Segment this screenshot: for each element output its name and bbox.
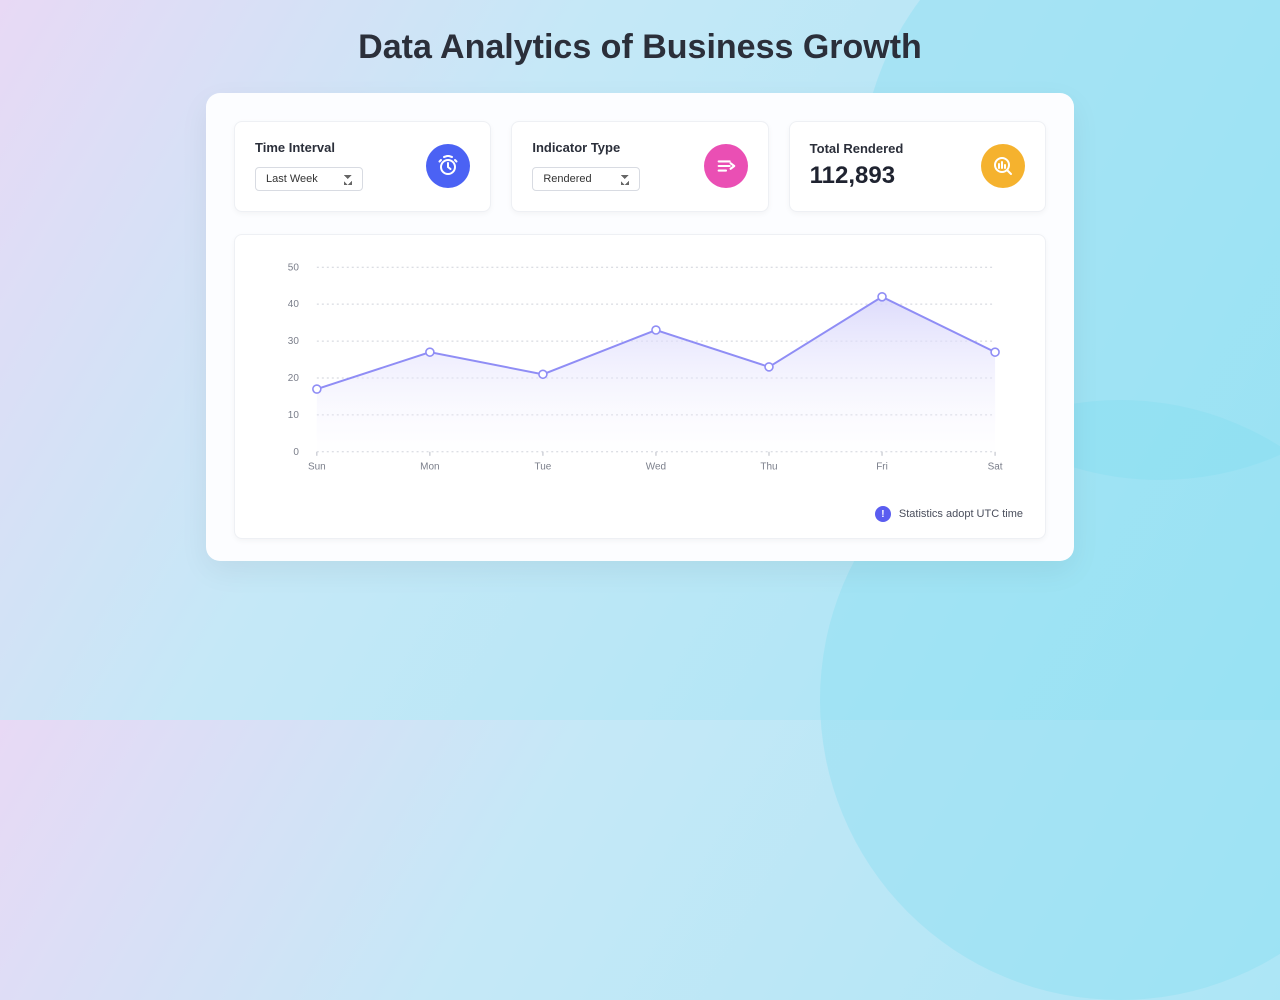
page-title: Data Analytics of Business Growth <box>0 0 1280 67</box>
time-interval-card: Time Interval Last Week <box>234 121 491 212</box>
indicator-type-select[interactable]: Rendered <box>532 167 640 191</box>
indicator-icon <box>704 144 748 188</box>
svg-text:30: 30 <box>288 336 300 347</box>
svg-text:10: 10 <box>288 410 300 421</box>
svg-text:Mon: Mon <box>420 462 439 473</box>
svg-text:0: 0 <box>293 447 299 458</box>
svg-text:Fri: Fri <box>876 462 888 473</box>
time-interval-label: Time Interval <box>255 140 363 155</box>
info-icon: ! <box>875 506 891 522</box>
chart-card: 0 10 20 30 40 50 Sun Mon Tue Wed Thu Fri Sat ! Stati… <box>234 234 1046 539</box>
total-rendered-card: Total Rendered 112,893 <box>789 121 1046 212</box>
dashboard-panel: Time Interval Last Week Indicator Type R… <box>206 93 1074 561</box>
svg-text:20: 20 <box>288 373 300 384</box>
clock-icon <box>426 144 470 188</box>
total-rendered-value: 112,893 <box>810 162 904 190</box>
indicator-type-card: Indicator Type Rendered <box>511 121 768 212</box>
svg-text:Sun: Sun <box>308 462 326 473</box>
total-rendered-label: Total Rendered <box>810 141 904 156</box>
chart-container: 0 10 20 30 40 50 Sun Mon Tue Wed Thu Fri Sat <box>257 257 1023 492</box>
utc-note: Statistics adopt UTC time <box>899 508 1023 520</box>
area-chart: 0 10 20 30 40 50 Sun Mon Tue Wed Thu Fri Sat <box>257 257 1023 492</box>
svg-text:Thu: Thu <box>760 462 777 473</box>
svg-text:Tue: Tue <box>535 462 552 473</box>
chart-footer: ! Statistics adopt UTC time <box>257 506 1023 522</box>
svg-text:50: 50 <box>288 262 300 273</box>
svg-text:Sat: Sat <box>988 462 1003 473</box>
time-interval-select[interactable]: Last Week <box>255 167 363 191</box>
summary-cards: Time Interval Last Week Indicator Type R… <box>234 121 1046 212</box>
svg-text:Wed: Wed <box>646 462 666 473</box>
svg-text:40: 40 <box>288 299 300 310</box>
magnify-chart-icon <box>981 144 1025 188</box>
indicator-type-label: Indicator Type <box>532 140 640 155</box>
